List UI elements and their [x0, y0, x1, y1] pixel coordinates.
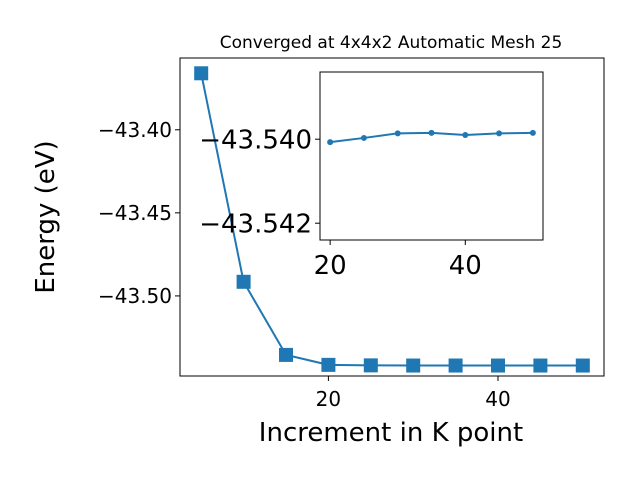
main-x-tick-label: 40: [485, 387, 510, 411]
main-x-axis-ticks: 20 40: [316, 376, 511, 411]
inset-y-tick-label: −43.542: [199, 210, 312, 240]
main-x-tick-label: 20: [316, 387, 341, 411]
inset-data-point: [462, 132, 469, 138]
inset-data-point: [428, 129, 435, 136]
main-y-tick-label: −43.45: [98, 201, 172, 225]
main-data-point: [575, 358, 590, 373]
inset-y-tick-label: −43.540: [199, 126, 312, 156]
main-data-point: [236, 274, 251, 289]
main-data-point: [363, 358, 378, 373]
inset-x-tick-label: 20: [314, 251, 347, 281]
inset-x-tick-label: 40: [449, 251, 482, 281]
y-axis-label: Energy (eV): [31, 140, 61, 293]
main-data-point: [279, 347, 293, 362]
main-y-tick-label: −43.40: [98, 118, 172, 142]
main-plot-frame: [179, 57, 605, 377]
main-axes: Converged at 4x4x2 Automatic Mesh 25 20 4…: [31, 33, 605, 448]
inset-axes: 20 40 −43.542−43.540: [199, 71, 544, 281]
x-axis-label: Increment in K point: [259, 418, 523, 448]
inset-data-point: [394, 130, 401, 137]
inset-data-point: [529, 129, 536, 136]
inset-plot-background: [320, 72, 543, 240]
inset-x-axis-ticks: 20 40: [314, 240, 482, 281]
inset-data-point: [327, 139, 334, 146]
main-data-point: [533, 358, 548, 373]
main-series-line: [200, 73, 583, 367]
main-data-point: [448, 358, 463, 373]
main-y-tick-label: −43.50: [98, 284, 172, 308]
main-y-axis-ticks: −43.50 −43.45 −43.40: [98, 118, 180, 308]
main-series: [194, 66, 590, 373]
main-data-point: [491, 358, 505, 373]
inset-plot-frame: [319, 71, 544, 241]
inset-data-point: [496, 130, 503, 137]
inset-series: [327, 129, 536, 146]
main-data-point: [321, 357, 336, 372]
main-data-point: [194, 66, 209, 81]
main-chart-title: Converged at 4x4x2 Automatic Mesh 25: [220, 33, 563, 53]
inset-y-axis-ticks: −43.542 −43.540: [199, 126, 320, 240]
main-data-point: [406, 358, 421, 373]
inset-data-point: [360, 134, 367, 141]
